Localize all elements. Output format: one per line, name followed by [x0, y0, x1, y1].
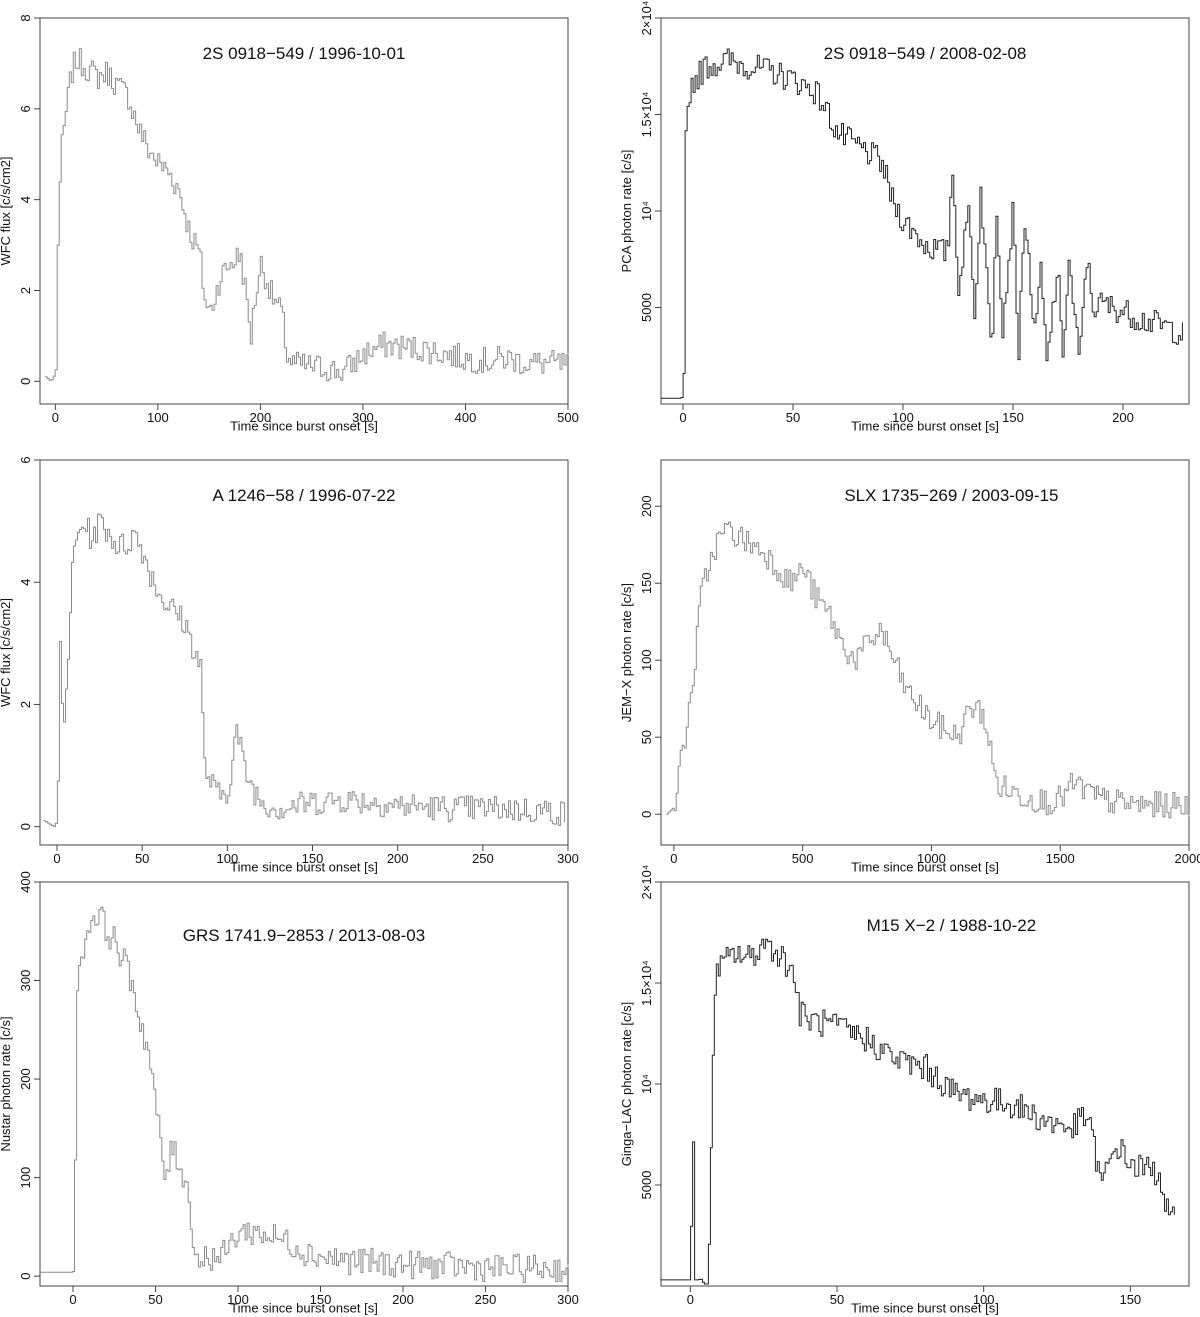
y-tick-label: 100 [18, 1167, 33, 1189]
x-tick-label: 100 [217, 851, 239, 866]
x-axis-label: Time since burst onset [s] [851, 859, 999, 874]
y-axis-label: Nustar photon rate [c/s] [0, 1016, 13, 1151]
light-curve-series [45, 48, 569, 382]
x-tick-label: 1000 [917, 851, 946, 866]
x-tick-label: 100 [147, 410, 169, 425]
y-tick-label: 100 [639, 649, 654, 671]
x-tick-label: 0 [679, 410, 686, 425]
light-curve-series [40, 906, 569, 1283]
panel-title: A 1246−58 / 1996-07-22 [213, 486, 396, 505]
x-tick-label: 300 [557, 851, 579, 866]
panel-title: GRS 1741.9−2853 / 2013-08-03 [183, 926, 425, 945]
plot-frame [660, 459, 1190, 846]
light-curve-series [666, 521, 1190, 819]
y-tick-label: 200 [639, 495, 654, 517]
panel-title: 2S 0918−549 / 2008-02-08 [824, 44, 1027, 63]
x-tick-label: 250 [475, 1292, 497, 1307]
x-tick-label: 150 [310, 1292, 332, 1307]
panel-title: M15 X−2 / 1988-10-22 [867, 916, 1037, 935]
light-curve-series [661, 938, 1175, 1285]
y-tick-label: 2×10⁴ [639, 865, 654, 900]
chart-panel-2: 0 50 100 150 200 5000 10⁴ 1.5×10⁴ 2×10⁴ Time sinc… [619, 1, 1190, 433]
x-tick-label: 300 [352, 410, 374, 425]
y-tick-label: 1.5×10⁴ [639, 92, 654, 138]
x-tick-label: 0 [52, 410, 59, 425]
light-curve-series [661, 48, 1183, 399]
y-tick-label: 2 [18, 701, 33, 708]
x-tick-label: 200 [392, 1292, 414, 1307]
panel-title: SLX 1735−269 / 2003-09-15 [844, 486, 1058, 505]
y-axis-label: WFC flux [c/s/cm2] [0, 598, 13, 707]
x-axis-label: Time since burst onset [s] [851, 418, 999, 433]
y-tick-label: 10⁴ [639, 201, 654, 221]
x-tick-label: 0 [69, 1292, 76, 1307]
chart-panel-1: 0 100 200 300 400 500 0 2 4 6 8 Time since burst on… [0, 14, 579, 433]
x-axis-label: Time since burst onset [s] [230, 418, 378, 433]
x-tick-label: 0 [53, 851, 60, 866]
x-tick-label: 400 [455, 410, 477, 425]
x-tick-label: 2000 [1175, 851, 1200, 866]
y-axis-label: PCA photon rate [c/s] [619, 150, 634, 273]
plot-frame [39, 17, 569, 405]
y-tick-label: 0 [18, 823, 33, 830]
x-tick-label: 150 [1119, 1292, 1141, 1307]
light-curve-series [43, 513, 566, 827]
x-tick-label: 500 [792, 851, 814, 866]
y-tick-label: 300 [18, 970, 33, 992]
y-axis-label: WFC flux [c/s/cm2] [0, 156, 13, 265]
y-tick-label: 0 [18, 378, 33, 385]
x-axis-label: Time since burst onset [s] [851, 1300, 999, 1315]
y-tick-label: 5000 [639, 1171, 654, 1200]
y-tick-label: 50 [639, 730, 654, 744]
y-tick-label: 8 [18, 14, 33, 21]
y-tick-label: 2 [18, 287, 33, 294]
y-tick-label: 6 [18, 456, 33, 463]
x-tick-label: 100 [973, 1292, 995, 1307]
x-tick-label: 50 [148, 1292, 162, 1307]
y-tick-label: 4 [18, 579, 33, 586]
chart-panel-4: 0 500 1000 1500 2000 0 50 100 150 200 Time since b… [619, 459, 1200, 874]
plot-frame [39, 459, 569, 846]
y-tick-label: 2×10⁴ [639, 1, 654, 36]
x-tick-label: 150 [302, 851, 324, 866]
x-tick-label: 250 [472, 851, 494, 866]
x-tick-label: 50 [830, 1292, 844, 1307]
x-tick-label: 150 [1002, 410, 1024, 425]
y-tick-label: 0 [18, 1273, 33, 1280]
chart-panel-6: 0 50 100 150 5000 10⁴ 1.5×10⁴ 2×10⁴ Time since b… [619, 865, 1190, 1315]
y-tick-label: 200 [18, 1068, 33, 1090]
plot-frame [39, 881, 569, 1287]
y-tick-label: 6 [18, 105, 33, 112]
x-tick-label: 200 [387, 851, 409, 866]
chart-panel-3: 0 50 100 150 200 250 300 0 2 4 6 Time since burst o… [0, 456, 579, 874]
plot-frame [660, 881, 1190, 1287]
y-tick-label: 10⁴ [639, 1074, 654, 1094]
x-tick-label: 50 [786, 410, 800, 425]
panel-title: 2S 0918−549 / 1996-10-01 [203, 44, 406, 63]
plot-frame [660, 17, 1190, 405]
x-axis-label: Time since burst onset [s] [230, 1300, 378, 1315]
x-tick-label: 300 [557, 1292, 579, 1307]
x-tick-label: 100 [892, 410, 914, 425]
y-tick-label: 400 [18, 871, 33, 893]
y-axis-label: Ginga−LAC photon rate [c/s] [619, 1002, 634, 1166]
x-tick-label: 50 [135, 851, 149, 866]
x-tick-label: 200 [250, 410, 272, 425]
x-axis-label: Time since burst onset [s] [230, 859, 378, 874]
y-tick-label: 0 [639, 811, 654, 818]
x-tick-label: 0 [670, 851, 677, 866]
x-tick-label: 1500 [1046, 851, 1075, 866]
chart-panel-5: 0 50 100 150 200 250 300 0 100 200 300 400 Time sinc… [0, 871, 579, 1315]
x-tick-label: 0 [687, 1292, 694, 1307]
x-tick-label: 500 [557, 410, 579, 425]
y-tick-label: 150 [639, 572, 654, 594]
y-tick-label: 4 [18, 196, 33, 203]
y-tick-label: 5000 [639, 293, 654, 322]
y-axis-label: JEM−X photon rate [c/s] [619, 583, 634, 722]
y-tick-label: 1.5×10⁴ [639, 960, 654, 1006]
x-tick-label: 100 [227, 1292, 249, 1307]
x-tick-label: 200 [1112, 410, 1134, 425]
